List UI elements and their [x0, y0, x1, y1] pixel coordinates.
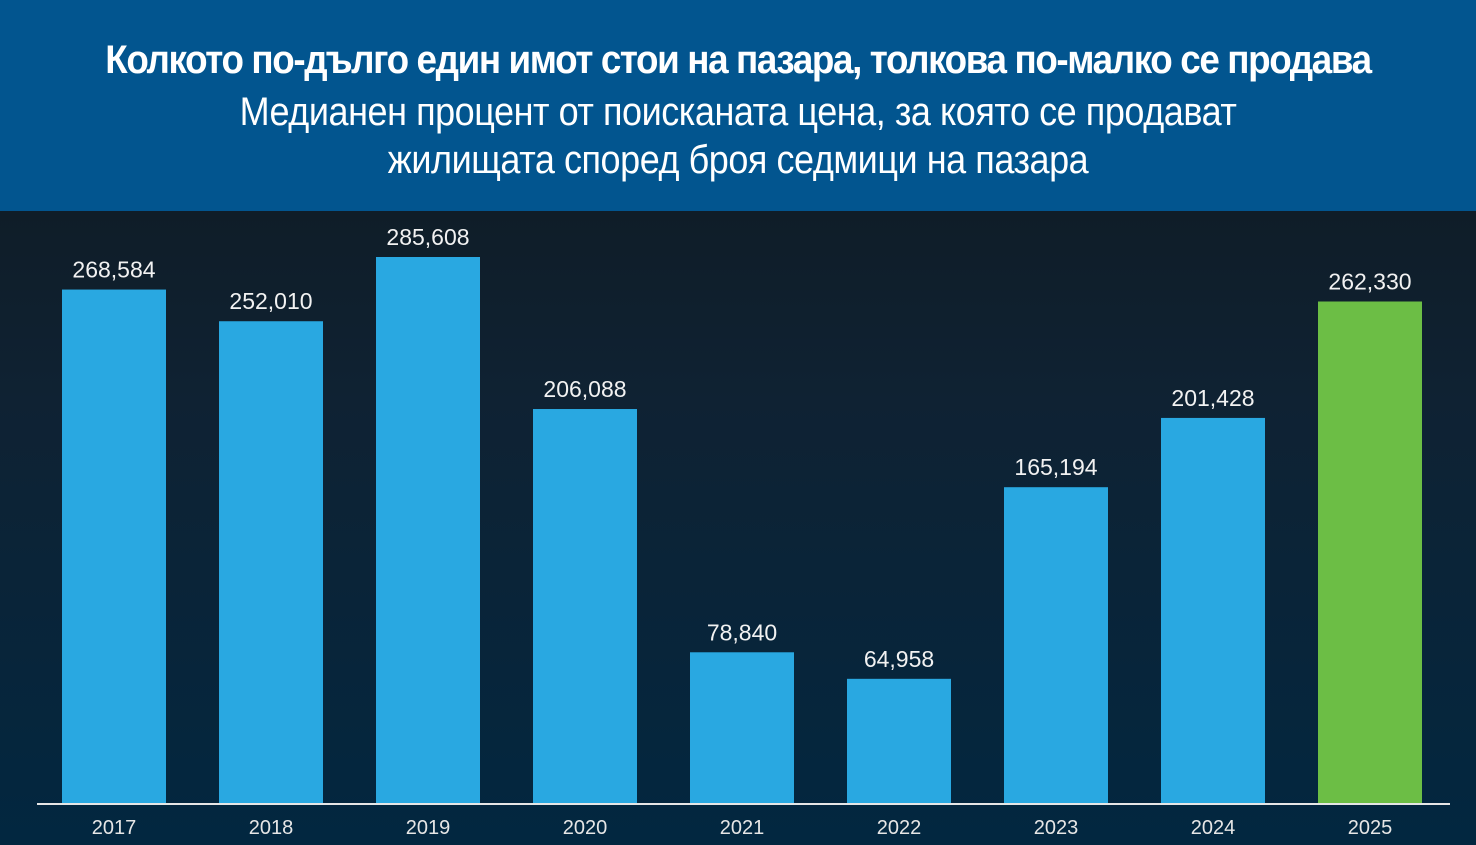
bar-2021 [690, 652, 794, 803]
bar-2020 [533, 409, 637, 803]
x-tick-2018: 2018 [249, 817, 294, 839]
bar-2017 [62, 289, 166, 803]
value-label-2025: 262,330 [1328, 269, 1411, 295]
value-label-2017: 268,584 [72, 257, 155, 283]
x-tick-labels-group: 2017 2018 2019 2020 2021 2022 2023 2024 2025 [92, 817, 1393, 839]
chart-header: Колкото по-дълго един имот стои на пазар… [0, 0, 1476, 211]
bar-2019 [376, 257, 480, 803]
value-label-2019: 285,608 [386, 224, 469, 250]
x-tick-2025: 2025 [1348, 817, 1393, 839]
bar-2024 [1161, 417, 1265, 803]
x-tick-2017: 2017 [92, 817, 137, 839]
x-tick-2022: 2022 [877, 817, 922, 839]
value-label-2018: 252,010 [229, 288, 312, 314]
value-label-2023: 165,194 [1014, 454, 1097, 480]
bars-group [62, 257, 1422, 803]
x-tick-2019: 2019 [406, 817, 451, 839]
value-label-2020: 206,088 [543, 376, 626, 402]
bar-2018 [219, 321, 323, 803]
value-label-2022: 64,958 [864, 646, 934, 672]
bar-2025 [1318, 301, 1422, 803]
value-labels-group: 268,584 252,010 285,608 206,088 78,840 64,958… [72, 224, 1411, 672]
value-label-2021: 78,840 [707, 619, 777, 645]
x-tick-2023: 2023 [1034, 817, 1079, 839]
value-label-2024: 201,428 [1171, 385, 1254, 411]
x-tick-2020: 2020 [563, 817, 608, 839]
bar-2022 [847, 678, 951, 803]
x-tick-2024: 2024 [1191, 817, 1236, 839]
chart-subtitle: Медианен процент от поисканата цена, за … [239, 90, 1237, 182]
x-tick-2021: 2021 [720, 817, 765, 839]
bar-2023 [1004, 487, 1108, 803]
chart-title: Колкото по-дълго един имот стои на пазар… [105, 38, 1372, 82]
